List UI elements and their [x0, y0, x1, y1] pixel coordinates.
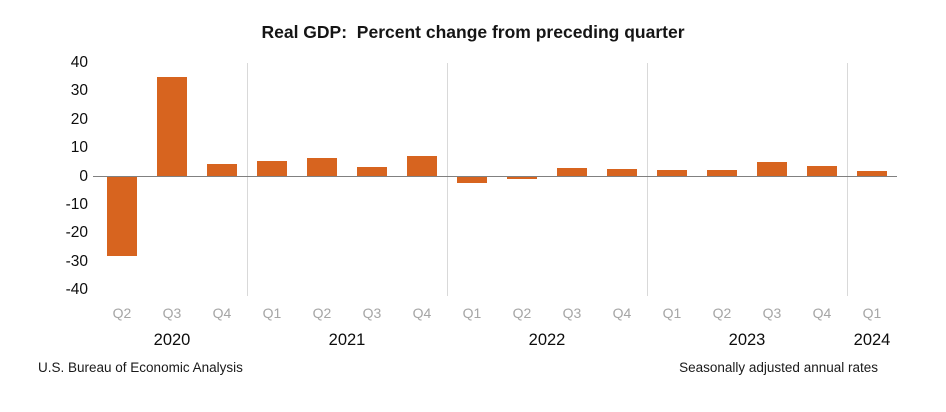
- x-axis-quarter-label: Q4: [612, 305, 632, 321]
- x-axis-quarter-label: Q1: [262, 305, 282, 321]
- zero-axis-line: [93, 176, 897, 177]
- year-separator-line: [447, 63, 448, 296]
- bar-q1-2022: [457, 177, 487, 183]
- bar-q3-2023: [757, 162, 787, 176]
- x-axis-year-label: 2023: [728, 331, 766, 349]
- x-axis-quarter-label: Q4: [412, 305, 432, 321]
- y-axis-tick-label: 10: [70, 139, 88, 157]
- year-separator-line: [247, 63, 248, 296]
- x-axis-quarter-label: Q1: [462, 305, 482, 321]
- x-axis-quarter-label: Q1: [862, 305, 882, 321]
- source-caption: U.S. Bureau of Economic Analysis: [38, 360, 243, 375]
- year-separator-line: [847, 63, 848, 296]
- x-axis-quarter-label: Q2: [512, 305, 532, 321]
- bar-q2-2023: [707, 170, 737, 176]
- x-axis-year-label: 2022: [528, 331, 566, 349]
- x-axis-year-label: 2021: [328, 331, 366, 349]
- bar-q4-2023: [807, 166, 837, 176]
- bar-q2-2020: [107, 177, 137, 257]
- y-axis-tick-label: 20: [70, 110, 88, 128]
- y-axis-tick-label: -40: [65, 281, 88, 298]
- x-axis-quarter-label: Q3: [162, 305, 182, 321]
- bar-q3-2021: [357, 166, 387, 176]
- y-axis-tick-label: -20: [65, 224, 88, 242]
- x-axis-quarter-label: Q3: [562, 305, 582, 321]
- x-axis-quarter-label: Q2: [112, 305, 132, 321]
- bar-q1-2024: [857, 171, 887, 176]
- y-axis-tick-label: 40: [70, 54, 88, 71]
- bar-q4-2021: [407, 156, 437, 176]
- bar-q2-2022: [507, 177, 537, 179]
- x-axis-quarter-label: Q2: [312, 305, 332, 321]
- bar-q1-2021: [257, 161, 287, 176]
- x-axis-quarter-label: Q1: [662, 305, 682, 321]
- y-axis-tick-label: -30: [65, 252, 88, 270]
- chart-title: Real GDP: Percent change from preceding …: [261, 22, 685, 42]
- year-separator-line: [647, 63, 648, 296]
- y-axis-tick-label: 0: [79, 167, 88, 185]
- x-axis-year-label: 2024: [853, 331, 891, 349]
- x-axis-quarter-label: Q3: [362, 305, 382, 321]
- bar-q4-2022: [607, 168, 637, 176]
- x-axis-quarter-label: Q4: [812, 305, 832, 321]
- x-axis-quarter-label: Q3: [762, 305, 782, 321]
- x-axis-quarter-label: Q2: [712, 305, 732, 321]
- bar-q3-2022: [557, 168, 587, 176]
- y-axis-tick-label: 30: [70, 82, 88, 100]
- note-caption: Seasonally adjusted annual rates: [679, 360, 878, 375]
- bar-q3-2020: [157, 77, 187, 176]
- bar-q2-2021: [307, 158, 337, 176]
- x-axis-quarter-label: Q4: [212, 305, 232, 321]
- x-axis-year-label: 2020: [153, 331, 191, 349]
- y-axis-tick-label: -10: [65, 195, 88, 213]
- bar-q1-2023: [657, 169, 687, 176]
- bar-q4-2020: [207, 164, 237, 176]
